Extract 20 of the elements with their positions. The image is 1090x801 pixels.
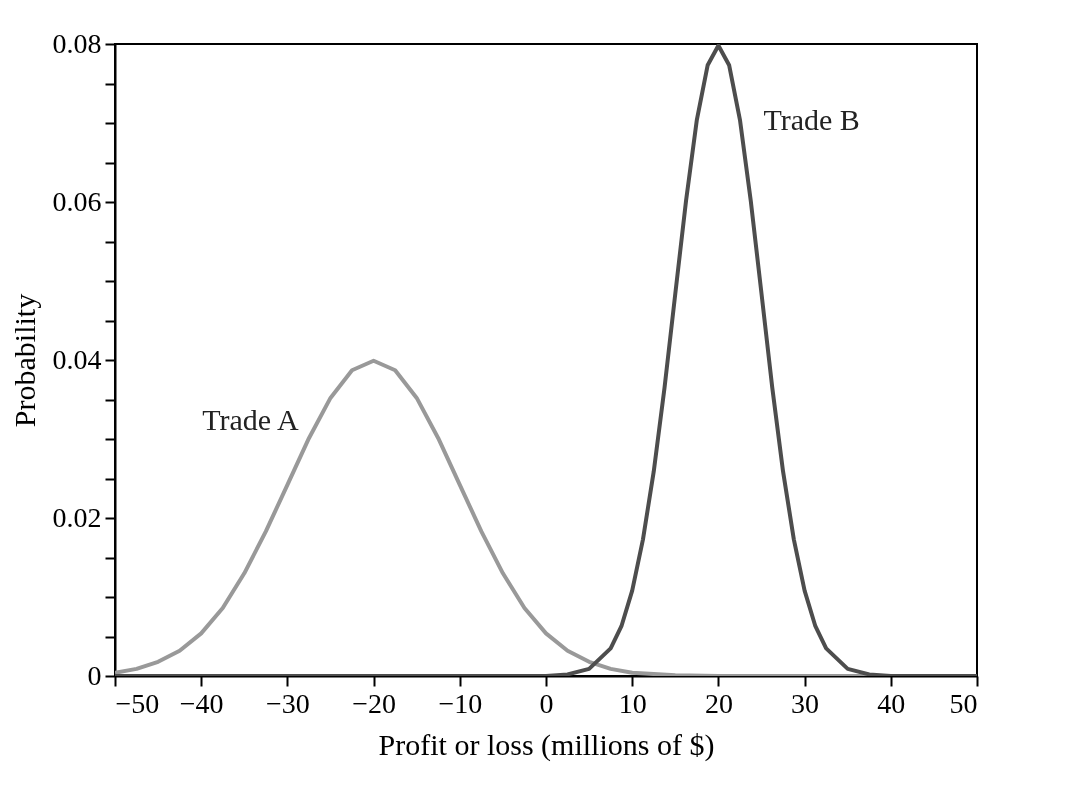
series-label: Trade B xyxy=(763,102,860,136)
x-tick-label: 30 xyxy=(791,687,820,719)
y-tick-label: 0.08 xyxy=(52,27,102,59)
series-label: Trade A xyxy=(202,402,299,436)
y-axis-title: Probability xyxy=(7,293,41,428)
y-tick-label: 0.02 xyxy=(52,501,102,533)
x-tick-label: −10 xyxy=(438,687,483,719)
y-tick-label: 0 xyxy=(87,659,102,691)
x-tick-label: 40 xyxy=(877,687,906,719)
x-tick-label: −30 xyxy=(266,687,310,719)
y-tick-label: 0.06 xyxy=(52,185,102,217)
x-tick-label: −50 xyxy=(115,687,160,719)
x-tick-label: 0 xyxy=(539,687,554,719)
x-tick-label: −20 xyxy=(352,687,396,719)
x-tick-label: 20 xyxy=(704,687,733,719)
y-tick-label: 0.04 xyxy=(52,343,102,375)
x-axis-title: Profit or loss (millions of $) xyxy=(378,727,715,762)
x-tick-label: 50 xyxy=(949,687,978,719)
x-tick-label: −40 xyxy=(179,687,224,719)
x-tick-label: 10 xyxy=(618,687,647,719)
